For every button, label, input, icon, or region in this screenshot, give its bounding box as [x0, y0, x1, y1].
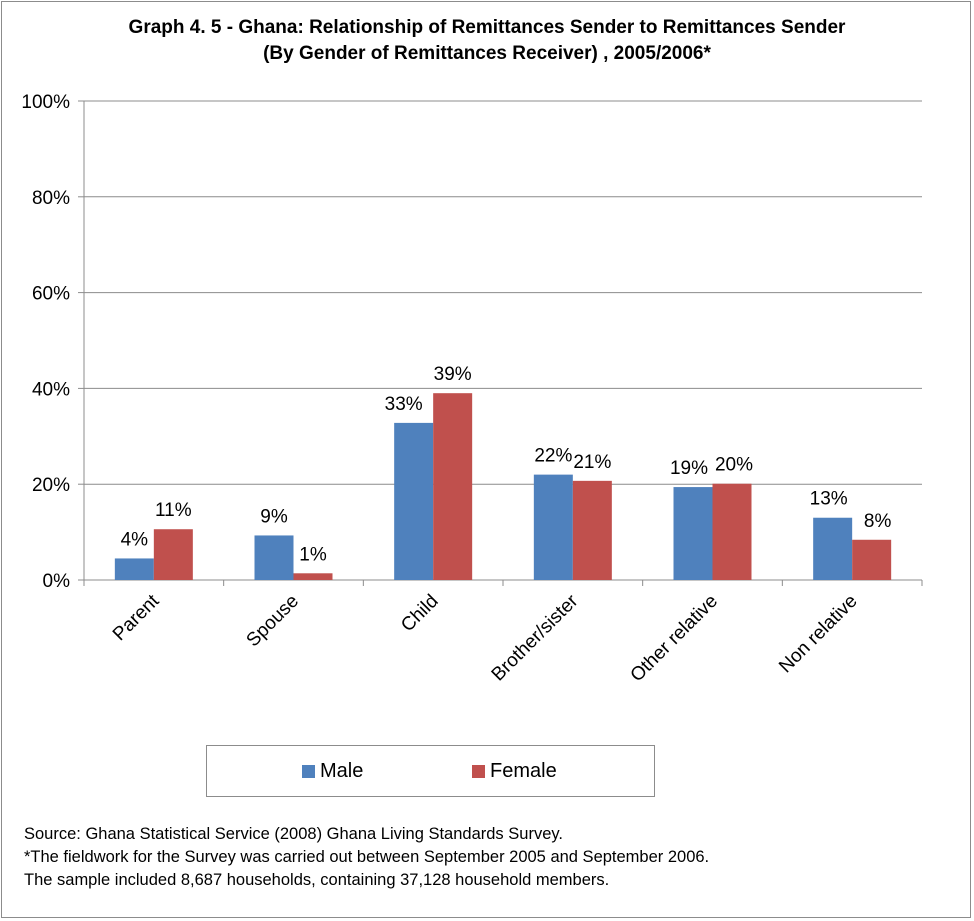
chart-subtitle: (By Gender of Remittances Receiver) , 20…	[263, 43, 711, 64]
source-note: Source: Ghana Statistical Service (2008)…	[24, 825, 563, 843]
data-label-male: 33%	[385, 394, 423, 415]
bar-female	[852, 539, 892, 580]
chart-title: Graph 4. 5 - Ghana: Relationship of Remi…	[128, 17, 846, 38]
data-label-female: 8%	[864, 511, 892, 532]
x-tick-label: Non relative	[775, 591, 862, 678]
bar-female	[433, 393, 473, 580]
data-label-female: 11%	[155, 500, 192, 521]
data-label-male: 22%	[534, 446, 572, 467]
x-tick-label: Parent	[109, 590, 164, 645]
data-label-female: 21%	[573, 452, 611, 473]
sample-note: The sample included 8,687 households, co…	[24, 871, 610, 889]
data-label-female: 39%	[434, 364, 472, 385]
x-tick-label: Child	[397, 591, 442, 636]
data-label-male: 13%	[810, 489, 848, 510]
y-tick-label: 80%	[32, 188, 70, 209]
data-label-male: 4%	[121, 529, 149, 550]
bar-male	[533, 474, 573, 580]
x-tick-label: Spouse	[243, 591, 303, 651]
bar-male	[673, 487, 713, 580]
bar-male	[114, 558, 154, 580]
bar-male	[813, 517, 853, 580]
bar-male	[254, 535, 294, 580]
y-tick-label: 40%	[32, 379, 70, 400]
x-tick-label: Other relative	[627, 591, 722, 686]
y-tick-label: 60%	[32, 284, 70, 305]
bar-female	[572, 480, 612, 580]
data-label-female: 20%	[715, 455, 753, 476]
data-label-male: 19%	[670, 458, 708, 479]
bar-male	[394, 422, 434, 580]
data-label-male: 9%	[260, 506, 288, 527]
legend: Male Female	[206, 745, 655, 797]
bar-female	[293, 573, 333, 580]
legend-label-male: Male	[320, 760, 364, 782]
data-label-female: 1%	[299, 544, 327, 565]
bar-female	[153, 529, 193, 580]
legend-swatch-female	[472, 765, 485, 778]
y-tick-label: 0%	[43, 571, 71, 592]
y-tick-label: 20%	[32, 475, 70, 496]
y-tick-label: 100%	[21, 92, 70, 113]
fieldwork-note: *The fieldwork for the Survey was carrie…	[24, 848, 710, 866]
bar-female	[712, 483, 752, 580]
bar-chart: 0% 20% 40% 60% 80% 100% 4% 11% Parent 9% 1% Spouse 3…	[21, 92, 923, 686]
legend-label-female: Female	[490, 760, 557, 782]
x-tick-label: Brother/sister	[488, 590, 583, 685]
legend-swatch-male	[302, 765, 315, 778]
